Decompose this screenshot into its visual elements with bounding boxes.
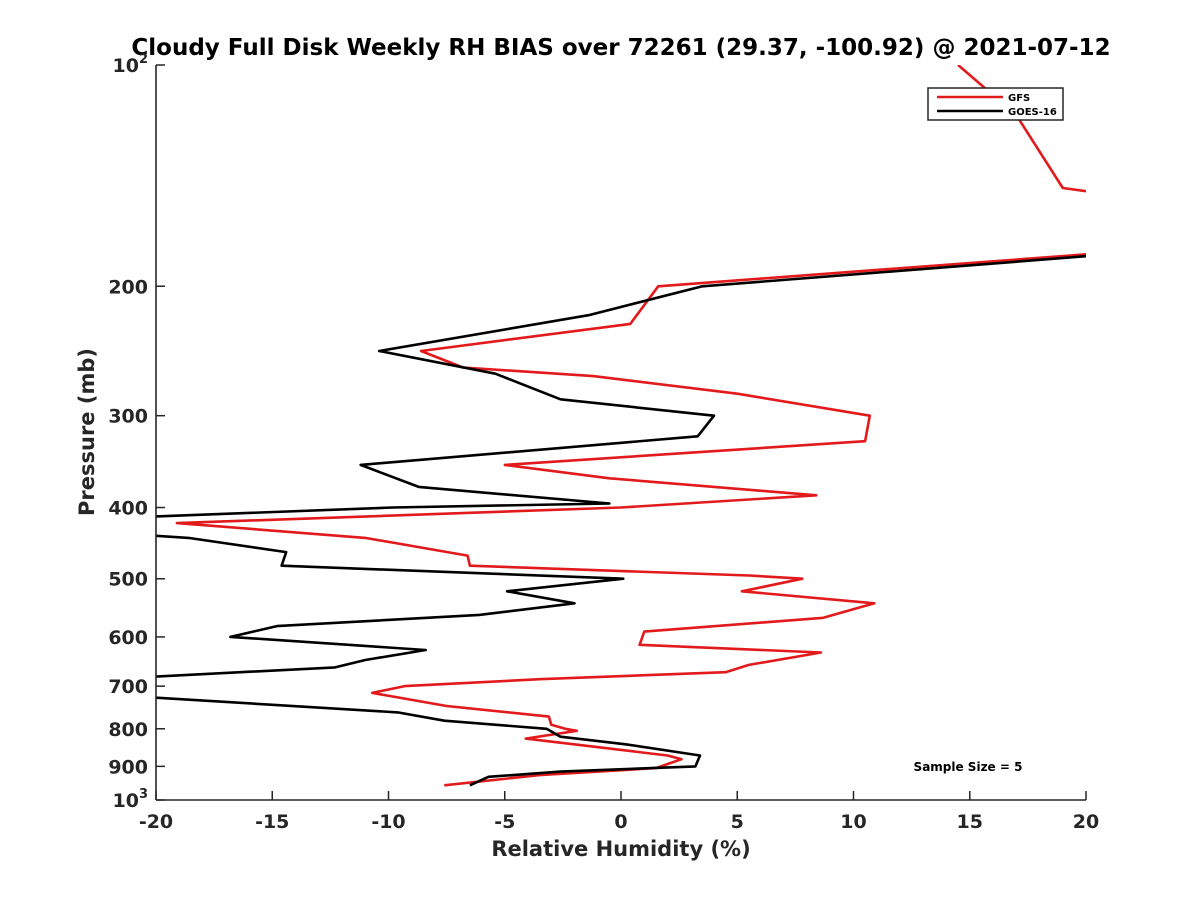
series-line-gfs [175, 65, 1086, 787]
legend-box [927, 87, 1064, 121]
sample-size-annotation: Sample Size = 5 [914, 760, 1023, 774]
y-tick-label: 700 [108, 676, 148, 698]
legend-label-gfs: GFS [1008, 93, 1030, 104]
y-axis-label: Pressure (mb) [75, 348, 99, 516]
x-tick-label: 20 [1073, 811, 1099, 833]
x-tick-label: -5 [494, 811, 515, 833]
y-tick-label: 200 [108, 276, 148, 298]
y-tick-label: 300 [108, 406, 148, 428]
x-tick-label: 15 [957, 811, 983, 833]
legend: GFS GOES-16 [927, 87, 1064, 121]
series-layer [156, 65, 1086, 787]
y-ticks: 102 200 300 400 500 600 700 800 900 103 [108, 52, 165, 812]
y-tick-label: 900 [108, 756, 148, 778]
y-tick-label: 102 [113, 52, 149, 77]
x-tick-label: 10 [840, 811, 866, 833]
y-tick-label: 500 [108, 569, 148, 591]
y-tick-label: 800 [108, 719, 148, 741]
legend-label-goes16: GOES-16 [1008, 107, 1057, 118]
y-tick-label: 400 [108, 498, 148, 520]
x-tick-label: 0 [614, 811, 627, 833]
x-tick-label: -15 [255, 811, 289, 833]
x-tick-label: 5 [731, 811, 744, 833]
x-ticks: -20 -15 -10 -5 0 5 10 15 20 [139, 791, 1099, 833]
x-tick-label: -10 [371, 811, 405, 833]
x-tick-label: -20 [139, 811, 173, 833]
x-axis-label: Relative Humidity (%) [491, 837, 750, 861]
y-tick-label: 600 [108, 627, 148, 649]
chart-title: Cloudy Full Disk Weekly RH BIAS over 722… [131, 35, 1110, 61]
axes [155, 65, 1086, 801]
series-line-goes16 [156, 254, 1086, 787]
y-tick-label: 103 [113, 787, 149, 812]
